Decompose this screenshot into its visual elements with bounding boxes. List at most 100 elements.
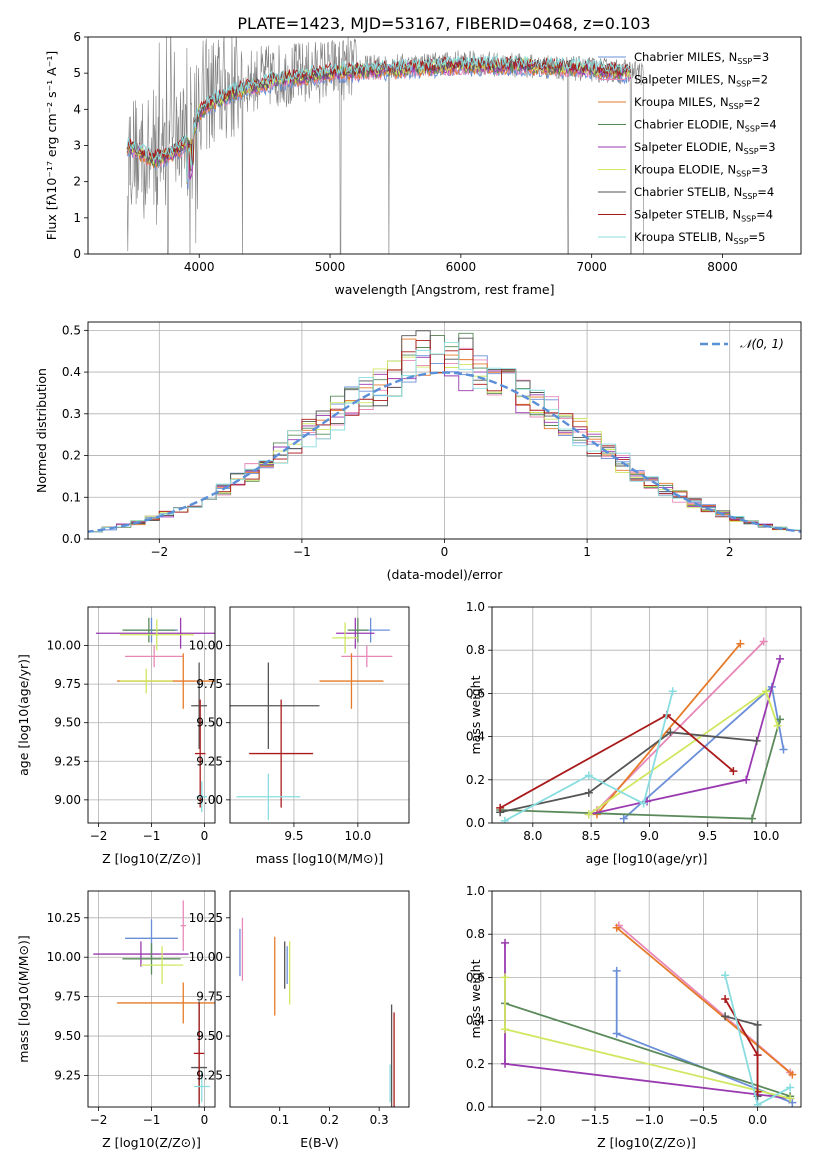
y-tick-label: 9.25 [54, 754, 81, 768]
legend-suffix: =5 [749, 230, 766, 244]
plus-marker [786, 1094, 795, 1103]
x-tick-label: −1.0 [635, 1113, 664, 1127]
legend-entry: Salpeter ELODIE, NSSP=3 [634, 140, 776, 156]
y-tick-label: 9.75 [54, 677, 81, 691]
legend-suffix: =3 [752, 50, 769, 64]
plus-marker [721, 1012, 730, 1021]
legend-suffix: =2 [744, 95, 761, 109]
x-tick-label: 8000 [707, 260, 738, 274]
legend-subscript: SSP [729, 102, 744, 111]
y-axis-label: Flux [fλ10⁻¹⁷ erg cm⁻² s⁻¹ A⁻¹] [44, 51, 59, 240]
x-tick-label: 8.0 [523, 829, 542, 843]
plus-marker [776, 715, 785, 724]
x-tick-label: 6000 [446, 260, 477, 274]
y-tick-label: 0.4 [62, 365, 81, 379]
panel-5: 8.0 8.5 9.0 9.5 10.0 0.0 0.2 0.4 0.6 0.8 1.0 age [l… [466, 600, 802, 866]
model-line [126, 62, 632, 180]
y-tick-label: 0.0 [466, 816, 485, 830]
y-tick-label: 10.25 [189, 911, 223, 925]
legend-subscript: SSP [736, 170, 751, 179]
x-tick-label: 0.3 [370, 1113, 389, 1127]
panel-6: −2 −1 0 9.25 9.50 9.75 10.00 10.25 Z [log10(Z/Z⊙… [16, 890, 216, 1150]
plus-marker [786, 1083, 795, 1092]
legend-label: Chabrier MILES, N [634, 50, 737, 64]
panel-7: 0.1 0.2 0.3 9.25 9.50 9.75 10.00 10.25 E(B-V) [189, 890, 410, 1150]
y-tick-label: 1.0 [466, 884, 485, 898]
x-tick-label: −1 [143, 829, 161, 843]
y-tick-label: 9.50 [54, 1029, 81, 1043]
y-tick-label: 6 [73, 30, 81, 44]
y-tick-label: 9.50 [196, 716, 223, 730]
x-axis-label: Z [log10(Z/Z⊙)] [102, 1135, 201, 1150]
legend-suffix: =3 [759, 140, 776, 154]
y-tick-label: 0.8 [466, 643, 485, 657]
plus-marker [753, 1020, 762, 1029]
plus-marker [501, 1059, 510, 1068]
ticks: 0.1 0.2 0.3 9.25 9.50 9.75 10.00 10.25 [189, 911, 389, 1127]
x-tick-label: 4000 [184, 260, 215, 274]
legend-suffix: =2 [751, 73, 768, 87]
plus-marker [668, 687, 677, 696]
axes-frame [87, 321, 802, 540]
y-tick-label: 0.2 [62, 449, 81, 463]
ticks: 4000 5000 6000 7000 8000 0 1 2 3 4 5 6 [73, 30, 737, 274]
x-tick-label: −2 [90, 1113, 108, 1127]
plus-marker [496, 803, 505, 812]
grid [88, 607, 215, 823]
x-tick-label: −1.5 [580, 1113, 609, 1127]
plus-marker [788, 1070, 797, 1079]
y-tick-label: 9.50 [196, 1029, 223, 1043]
y-tick-label: 0.8 [466, 927, 485, 941]
legend-label: Salpeter MILES, N [634, 73, 736, 87]
plot-area [93, 900, 215, 1107]
x-tick-label: −1 [143, 1113, 161, 1127]
legend-label: Chabrier ELODIE, N [634, 118, 745, 132]
y-tick-label: 9.25 [54, 1068, 81, 1082]
plus-marker [752, 736, 761, 745]
plus-marker [729, 767, 738, 776]
y-axis-label: Normed distribution [34, 368, 49, 493]
plus-marker [584, 810, 593, 819]
x-tick-label: −2 [150, 545, 168, 559]
x-axis-label: mass [log10(M/M⊙)] [256, 851, 384, 866]
legend-label: Chabrier STELIB, N [634, 185, 742, 199]
series-line [500, 731, 757, 814]
ticks: −2 −1 0 9.25 9.50 9.75 10.00 10.25 [47, 911, 209, 1127]
plot-area [126, 37, 644, 254]
legend-entry: Kroupa MILES, NSSP=2 [634, 95, 760, 111]
y-axis-label: mass weight [468, 959, 483, 1038]
panel-4: 9.5 10.0 9.00 9.25 9.50 9.75 10.00 mass [log10(… [189, 606, 410, 866]
legend-label: Kroupa MILES, N [634, 95, 729, 109]
legend-label: Kroupa ELODIE, N [634, 163, 736, 177]
y-tick-label: 9.25 [196, 1068, 223, 1082]
y-tick-label: 9.75 [196, 677, 223, 691]
legend-subscript: SSP [741, 215, 756, 224]
model-line [126, 64, 631, 190]
grid [492, 890, 801, 1108]
axes-frame [229, 606, 410, 824]
x-axis-label: E(B-V) [300, 1135, 339, 1150]
legend-label: Kroupa STELIB, N [634, 230, 734, 244]
x-tick-label: −0.5 [689, 1113, 718, 1127]
y-tick-label: 10.00 [47, 950, 81, 964]
x-tick-label: 0.0 [748, 1113, 767, 1127]
x-axis-label: Z [log10(Z/Z⊙)] [102, 851, 201, 866]
plus-marker [639, 799, 648, 808]
model-line [126, 55, 632, 174]
plus-marker [612, 923, 621, 932]
y-tick-label: 10.00 [189, 950, 223, 964]
plus-marker [584, 771, 593, 780]
plus-marker [759, 637, 768, 646]
series-line [596, 643, 742, 815]
legend: 𝒩(0, 1) [700, 337, 784, 351]
ticks: −2 −1 0 9.00 9.25 9.50 9.75 10.00 [47, 639, 209, 843]
plot-area [239, 917, 395, 1107]
y-tick-label: 0.0 [466, 1100, 485, 1114]
y-tick-label: 10.00 [47, 639, 81, 653]
x-tick-label: 0.1 [270, 1113, 289, 1127]
plus-marker [721, 995, 730, 1003]
plus-marker [501, 938, 510, 947]
x-tick-label: −2.0 [526, 1113, 555, 1127]
plot-area [88, 330, 801, 539]
